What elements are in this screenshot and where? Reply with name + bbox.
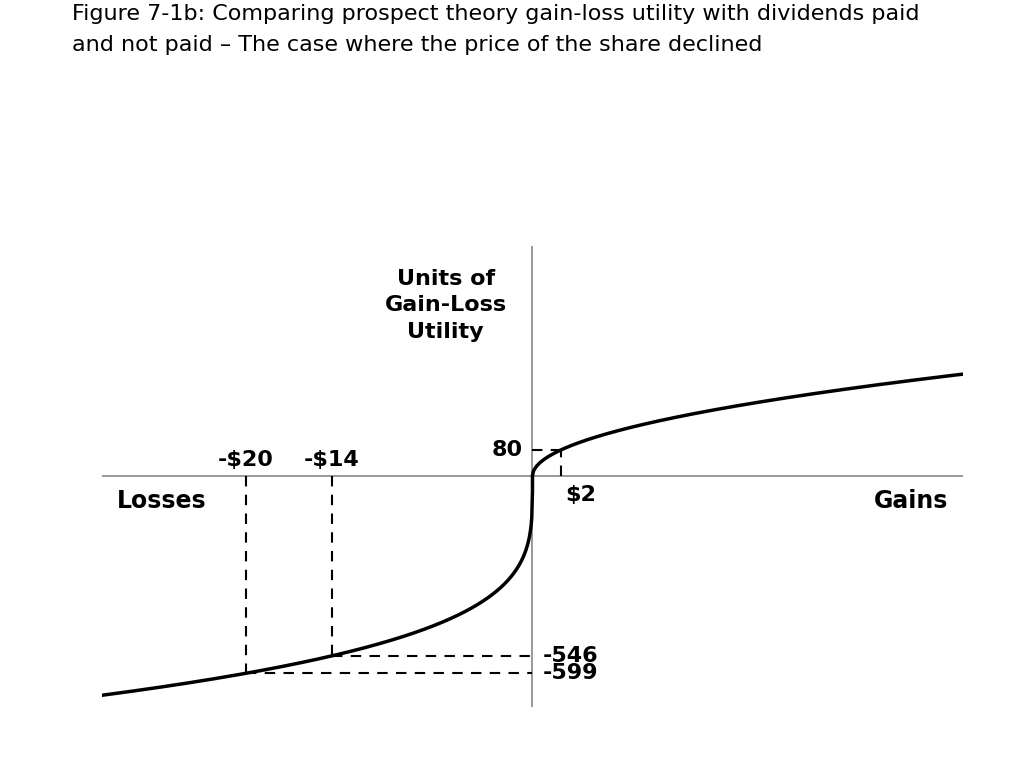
- Text: and not paid – The case where the price of the share declined: and not paid – The case where the price …: [72, 35, 762, 55]
- Text: -$20: -$20: [218, 450, 273, 470]
- Text: Gains: Gains: [873, 489, 948, 513]
- Text: Figure 7-1b: Comparing prospect theory gain-loss utility with dividends paid: Figure 7-1b: Comparing prospect theory g…: [72, 4, 920, 24]
- Text: $2: $2: [565, 485, 596, 505]
- Text: Losses: Losses: [117, 489, 207, 513]
- Text: -$14: -$14: [304, 450, 359, 470]
- Text: -599: -599: [543, 664, 598, 684]
- Text: Units of
Gain-Loss
Utility: Units of Gain-Loss Utility: [385, 269, 507, 342]
- Text: 80: 80: [492, 440, 522, 460]
- Text: -546: -546: [543, 646, 598, 666]
